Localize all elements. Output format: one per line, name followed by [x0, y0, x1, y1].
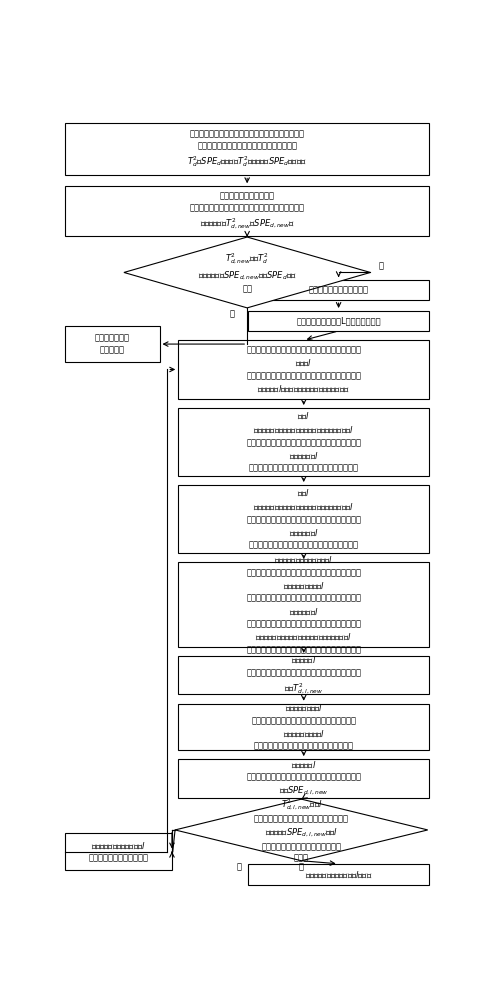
Text: 对第$l$
类历史故障数据进行基于平方预测误差重构，计算第$l$
类历史故障数据的新的平方预测误差的正常部分负载
向量，获得第$l$
类历史故障数据重构后的平方: 对第$l$ 类历史故障数据进行基于平方预测误差重构，计算第$l$ 类历史故障数据… — [246, 488, 361, 550]
Text: 该采样数据的故障类型为第$l$类故障: 该采样数据的故障类型为第$l$类故障 — [305, 869, 372, 880]
Bar — [178, 656, 429, 694]
Bar — [178, 408, 429, 476]
Text: 采集工业过程的输入变量
的采样数据，对该采样数据进行基于方向核偏最小二
乘运算，计算$T_{d,new}^2$和$SPE_{d,new}$。: 采集工业过程的输入变量 的采样数据，对该采样数据进行基于方向核偏最小二 乘运算，… — [190, 191, 305, 231]
Text: 对第$l$
类历史故障数据进行基于霍特林统计量重构，计算第$l$
类历史故障数据的新的霍特林统计量的正常部分负载
向量，获得第$l$
类历史故障数据重构后的霍特: 对第$l$ 类历史故障数据进行基于霍特林统计量重构，计算第$l$ 类历史故障数据… — [246, 411, 361, 473]
Text: $T_{d,l,new}^2$在第$l$
类故障数据对应的霍特林统计量的控制限以
下，同时，$SPE_{d,l,new}$在第$l$
类故障数据对应的平方预测误: $T_{d,l,new}^2$在第$l$ 类故障数据对应的霍特林统计量的控制限以… — [254, 797, 349, 863]
Bar — [65, 833, 172, 870]
Text: 计算相对第$l$
类故障数据重构后的采样数据的正常部分的平方预测
误差$SPE_{d,l,new}$: 计算相对第$l$ 类故障数据重构后的采样数据的正常部分的平方预测 误差$SPE_… — [246, 759, 361, 797]
Text: 是: 是 — [299, 862, 304, 871]
Polygon shape — [175, 799, 428, 861]
Bar — [248, 280, 429, 300]
Text: 否: 否 — [237, 862, 242, 871]
Text: 是: 是 — [229, 310, 234, 319]
Bar — [178, 562, 429, 647]
Bar — [248, 311, 429, 331]
Bar — [178, 704, 429, 750]
Bar — [65, 123, 429, 175]
Bar — [248, 864, 429, 885]
Bar — [178, 485, 429, 553]
Text: $T_{d,new}^2$大于$T_d^2$
的控制限或者$SPE_{d,new}$大于$SPE_d$的控
制限: $T_{d,new}^2$大于$T_d^2$ 的控制限或者$SPE_{d,new… — [198, 251, 297, 294]
Text: 将具有故障的采样数据代入第$l$
类历史故障数据重构后的霍特林统计量的正常部分，
得到采样数据相对第$l$
类故障数据重构后的霍特林统计量的正常部分，将采
样数: 将具有故障的采样数据代入第$l$ 类历史故障数据重构后的霍特林统计量的正常部分，… — [246, 555, 361, 654]
Text: 将高维特征空间的历史正常输入数据沿着高维特征空
间的第$l$
类历史故障数据的故障方向进行重构，重构出高维特
征空间的第$l$类历史故障数据出现故障的主元方向: 将高维特征空间的历史正常输入数据沿着高维特征空 间的第$l$ 类历史故障数据的故… — [246, 345, 361, 394]
Bar — [178, 340, 429, 399]
Text: 获取易出故障的工业过程历史正常数据，对该历史正
常数据进行基于方向核偏最小二乘运算，计算
$T_d^2$和$SPE_d$，并计算$T_d^2$的控制限和$SPE: 获取易出故障的工业过程历史正常数据，对该历史正 常数据进行基于方向核偏最小二乘运… — [187, 129, 307, 169]
Text: 将采样数据代入第$l$
类故障数据重构后的平方预测误差的正常部分，
得到采样数据相对第$l$
类故障数据重构后的平方预测误差的正常部分: 将采样数据代入第$l$ 类故障数据重构后的平方预测误差的正常部分， 得到采样数据… — [251, 703, 356, 751]
Text: 采样数据的故障类型不是第$l$
类故障，重新选择故障类型: 采样数据的故障类型不是第$l$ 类故障，重新选择故障类型 — [88, 840, 148, 863]
Text: 计算相对第$l$
类故障数据重构后的采样数据的正常部分的霍特林统
计量$T_{d,l,new}^2$: 计算相对第$l$ 类故障数据重构后的采样数据的正常部分的霍特林统 计量$T_{d… — [246, 655, 361, 696]
Text: 获取已知故障类型的L种历史故障数据: 获取已知故障类型的L种历史故障数据 — [296, 316, 381, 325]
Text: 该采样数据中具有一种故障: 该采样数据中具有一种故障 — [309, 286, 369, 295]
Text: 否: 否 — [378, 262, 383, 271]
Bar — [65, 326, 159, 362]
Bar — [65, 186, 429, 235]
Bar — [178, 759, 429, 798]
Text: 将该采样数据视
为正常数据: 将该采样数据视 为正常数据 — [95, 334, 130, 354]
Polygon shape — [124, 237, 370, 308]
